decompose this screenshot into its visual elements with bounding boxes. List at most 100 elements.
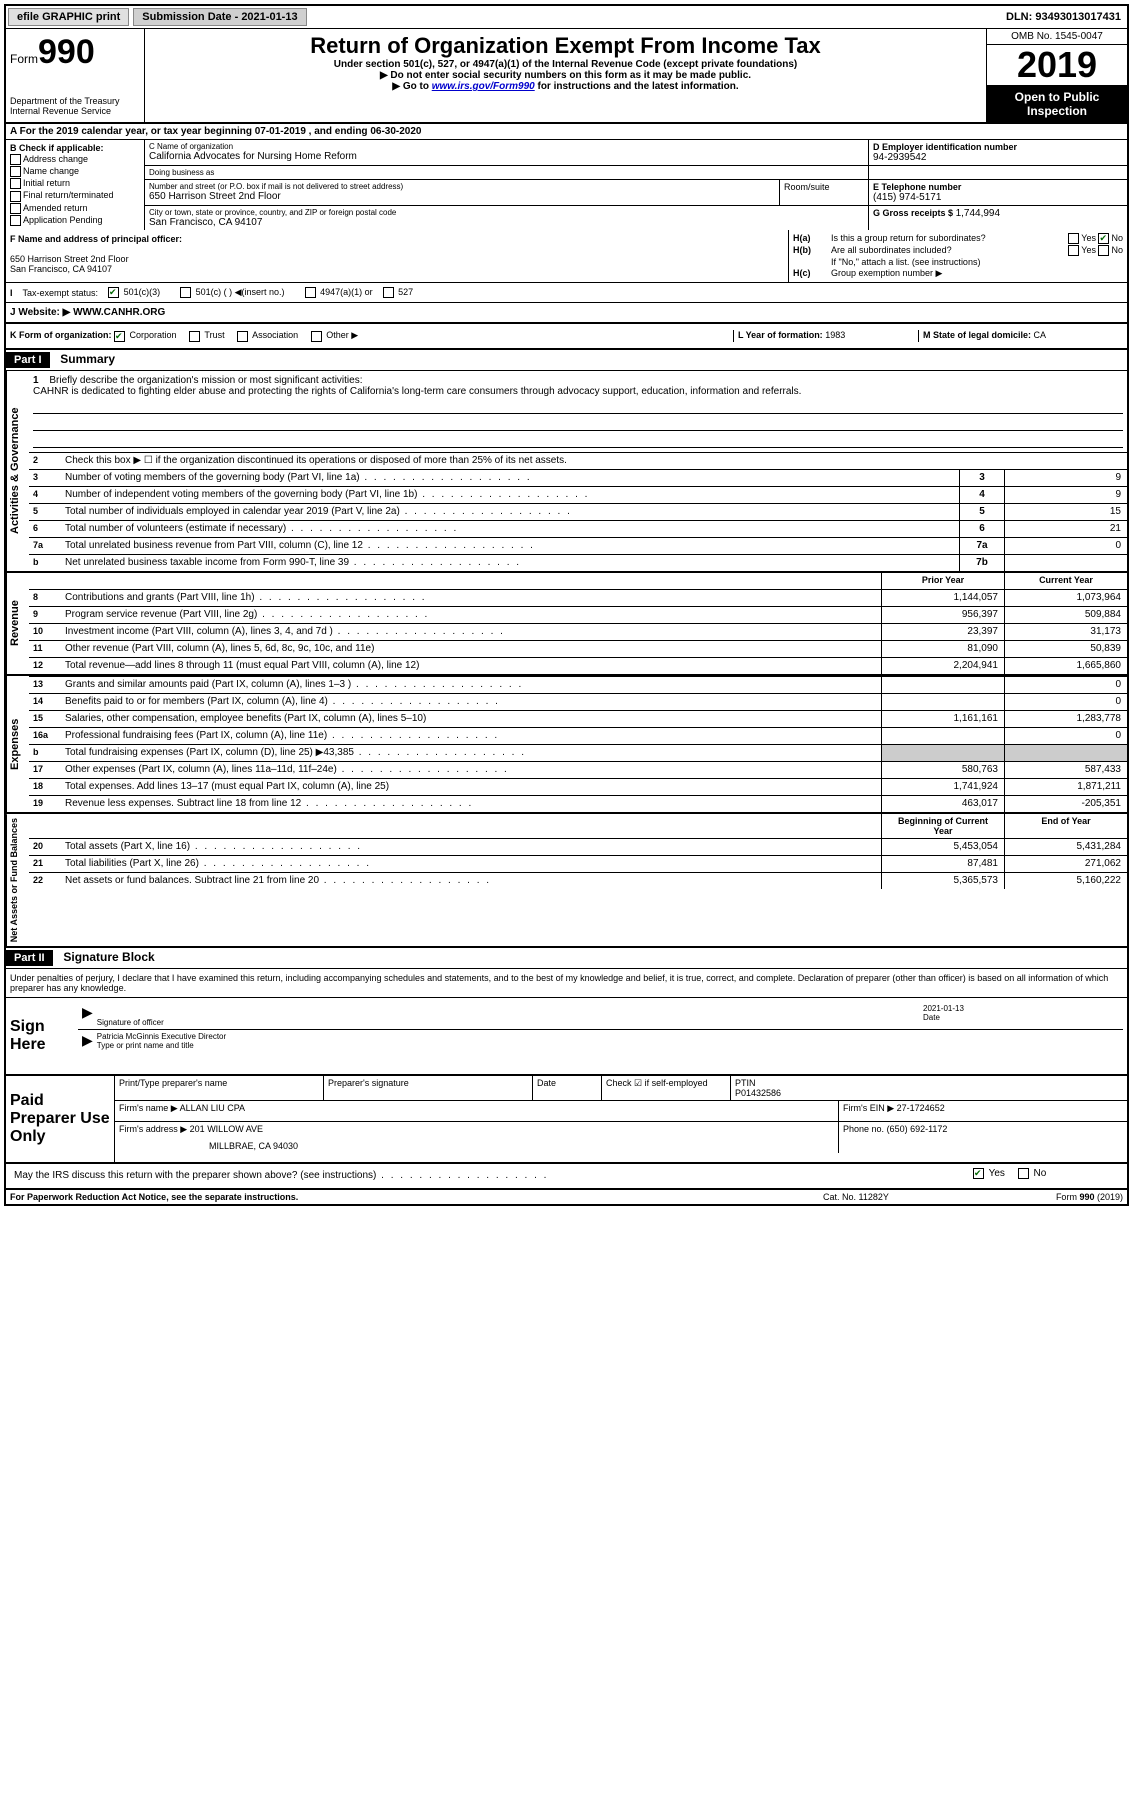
summary-line: 14 Benefits paid to or for members (Part… bbox=[29, 693, 1127, 710]
beg-year-header: Beginning of Current Year bbox=[881, 814, 1004, 838]
block-bcde: B Check if applicable: Address change Na… bbox=[6, 140, 1127, 230]
prior-value: 87,481 bbox=[881, 856, 1004, 872]
line-num: 10 bbox=[29, 624, 61, 640]
prior-value: 81,090 bbox=[881, 641, 1004, 657]
ha-no[interactable]: No bbox=[1111, 233, 1123, 243]
summary-line: 20 Total assets (Part X, line 16) 5,453,… bbox=[29, 838, 1127, 855]
line-value: 0 bbox=[1004, 538, 1127, 554]
prior-value: 23,397 bbox=[881, 624, 1004, 640]
summary-net-assets: Net Assets or Fund Balances Beginning of… bbox=[6, 814, 1127, 948]
discuss-no: No bbox=[1034, 1168, 1047, 1179]
vert-label-exp: Expenses bbox=[6, 676, 29, 812]
line-desc: Other expenses (Part IX, column (A), lin… bbox=[61, 762, 881, 778]
line-num: 11 bbox=[29, 641, 61, 657]
line-desc: Program service revenue (Part VIII, line… bbox=[61, 607, 881, 623]
line-value bbox=[1004, 555, 1127, 571]
form-number: Form990 bbox=[10, 33, 140, 72]
paid-prep-label: Paid Preparer Use Only bbox=[6, 1076, 115, 1162]
summary-line: 5 Total number of individuals employed i… bbox=[29, 503, 1127, 520]
ha-yes[interactable]: Yes bbox=[1081, 233, 1096, 243]
summary-line: b Total fundraising expenses (Part IX, c… bbox=[29, 744, 1127, 761]
chk-501c[interactable] bbox=[180, 287, 191, 298]
discuss-no-chk[interactable] bbox=[1018, 1168, 1029, 1179]
ein-spacer bbox=[868, 166, 1127, 179]
line-num: 14 bbox=[29, 694, 61, 710]
opt-501c3: 501(c)(3) bbox=[124, 287, 161, 297]
line-num: 13 bbox=[29, 677, 61, 693]
signature-officer-field[interactable]: Signature of officer bbox=[97, 1004, 923, 1027]
chk-association[interactable] bbox=[237, 331, 248, 342]
goto-prefix: ▶ Go to bbox=[392, 81, 431, 92]
final-label: Final return/terminated bbox=[23, 190, 114, 200]
line1-desc: Briefly describe the organization's miss… bbox=[49, 375, 362, 386]
line-num: 7a bbox=[29, 538, 61, 554]
opt-corp: Corporation bbox=[130, 330, 177, 340]
block-d-ein: D Employer identification number 94-2939… bbox=[868, 140, 1127, 165]
hb-no[interactable]: No bbox=[1111, 245, 1123, 255]
efile-print-button[interactable]: efile GRAPHIC print bbox=[8, 8, 129, 26]
block-k: K Form of organization: Corporation Trus… bbox=[10, 330, 733, 341]
firm-name-cell: Firm's name ▶ ALLAN LIU CPA bbox=[115, 1101, 839, 1121]
ptin-cell: PTIN P01432586 bbox=[731, 1076, 1127, 1100]
arrow-icon: ▶ bbox=[78, 1004, 97, 1027]
org-name-value: California Advocates for Nursing Home Re… bbox=[149, 151, 864, 162]
line-num: 17 bbox=[29, 762, 61, 778]
block-c-city: City or town, state or province, country… bbox=[145, 206, 868, 230]
current-value: 31,173 bbox=[1004, 624, 1127, 640]
opt-501c: 501(c) ( ) ◀(insert no.) bbox=[196, 287, 285, 297]
amended-label: Amended return bbox=[23, 203, 88, 213]
org-name-label: C Name of organization bbox=[149, 142, 864, 151]
line-num: 3 bbox=[29, 470, 61, 486]
sig-name-value: Patricia McGinnis Executive Director bbox=[97, 1032, 1123, 1041]
header-center: Return of Organization Exempt From Incom… bbox=[145, 29, 986, 122]
chk-name-change[interactable]: Name change bbox=[10, 166, 140, 177]
sign-content: ▶ Signature of officer 2021-01-13 Date ▶… bbox=[74, 998, 1127, 1074]
chk-501c3[interactable] bbox=[108, 287, 119, 298]
chk-other[interactable] bbox=[311, 331, 322, 342]
irs-link[interactable]: www.irs.gov/Form990 bbox=[432, 81, 535, 92]
line-desc: Number of independent voting members of … bbox=[61, 487, 959, 503]
block-h: H(a) Is this a group return for subordin… bbox=[789, 230, 1127, 282]
state-domicile-label: M State of legal domicile: bbox=[923, 330, 1031, 340]
line-desc: Total fundraising expenses (Part IX, col… bbox=[61, 745, 881, 761]
summary-line: b Net unrelated business taxable income … bbox=[29, 554, 1127, 571]
current-value: 1,665,860 bbox=[1004, 658, 1127, 674]
part1-header: Part I Summary bbox=[6, 350, 1127, 371]
chk-final-return[interactable]: Final return/terminated bbox=[10, 190, 140, 201]
line-box: 7a bbox=[959, 538, 1004, 554]
signature-date-field: 2021-01-13 Date bbox=[923, 1004, 1123, 1027]
discuss-yes-chk[interactable] bbox=[973, 1168, 984, 1179]
line-value: 9 bbox=[1004, 487, 1127, 503]
prior-value bbox=[881, 728, 1004, 744]
current-value bbox=[1004, 745, 1127, 761]
line-desc: Salaries, other compensation, employee b… bbox=[61, 711, 881, 727]
chk-corporation[interactable] bbox=[114, 331, 125, 342]
hb-yes[interactable]: Yes bbox=[1081, 245, 1096, 255]
hb-label: H(b) bbox=[793, 245, 831, 256]
line2-num: 2 bbox=[29, 453, 61, 469]
chk-4947[interactable] bbox=[305, 287, 316, 298]
block-cde: C Name of organization California Advoca… bbox=[145, 140, 1127, 230]
hc-text: Group exemption number ▶ bbox=[831, 268, 1123, 279]
form-990-container: efile GRAPHIC print Submission Date - 20… bbox=[4, 4, 1129, 1206]
chk-address-change[interactable]: Address change bbox=[10, 154, 140, 165]
part2-label: Part II bbox=[6, 950, 53, 966]
current-year-header: Current Year bbox=[1004, 573, 1127, 589]
line-desc: Professional fundraising fees (Part IX, … bbox=[61, 728, 881, 744]
chk-trust[interactable] bbox=[189, 331, 200, 342]
summary-line: 9 Program service revenue (Part VIII, li… bbox=[29, 606, 1127, 623]
line-desc: Total number of individuals employed in … bbox=[61, 504, 959, 520]
ha-label: H(a) bbox=[793, 233, 831, 244]
chk-amended-return[interactable]: Amended return bbox=[10, 203, 140, 214]
block-f: F Name and address of principal officer:… bbox=[6, 230, 789, 282]
state-domicile-value: CA bbox=[1034, 330, 1047, 340]
firm-ein-value: 27-1724652 bbox=[897, 1103, 945, 1113]
chk-initial-return[interactable]: Initial return bbox=[10, 178, 140, 189]
firm-phone-label: Phone no. bbox=[843, 1124, 884, 1134]
chk-527[interactable] bbox=[383, 287, 394, 298]
block-b: B Check if applicable: Address change Na… bbox=[6, 140, 145, 230]
summary-line: 18 Total expenses. Add lines 13–17 (must… bbox=[29, 778, 1127, 795]
submission-date-button[interactable]: Submission Date - 2021-01-13 bbox=[133, 8, 306, 26]
declaration-text: Under penalties of perjury, I declare th… bbox=[6, 969, 1127, 998]
chk-application-pending[interactable]: Application Pending bbox=[10, 215, 140, 226]
